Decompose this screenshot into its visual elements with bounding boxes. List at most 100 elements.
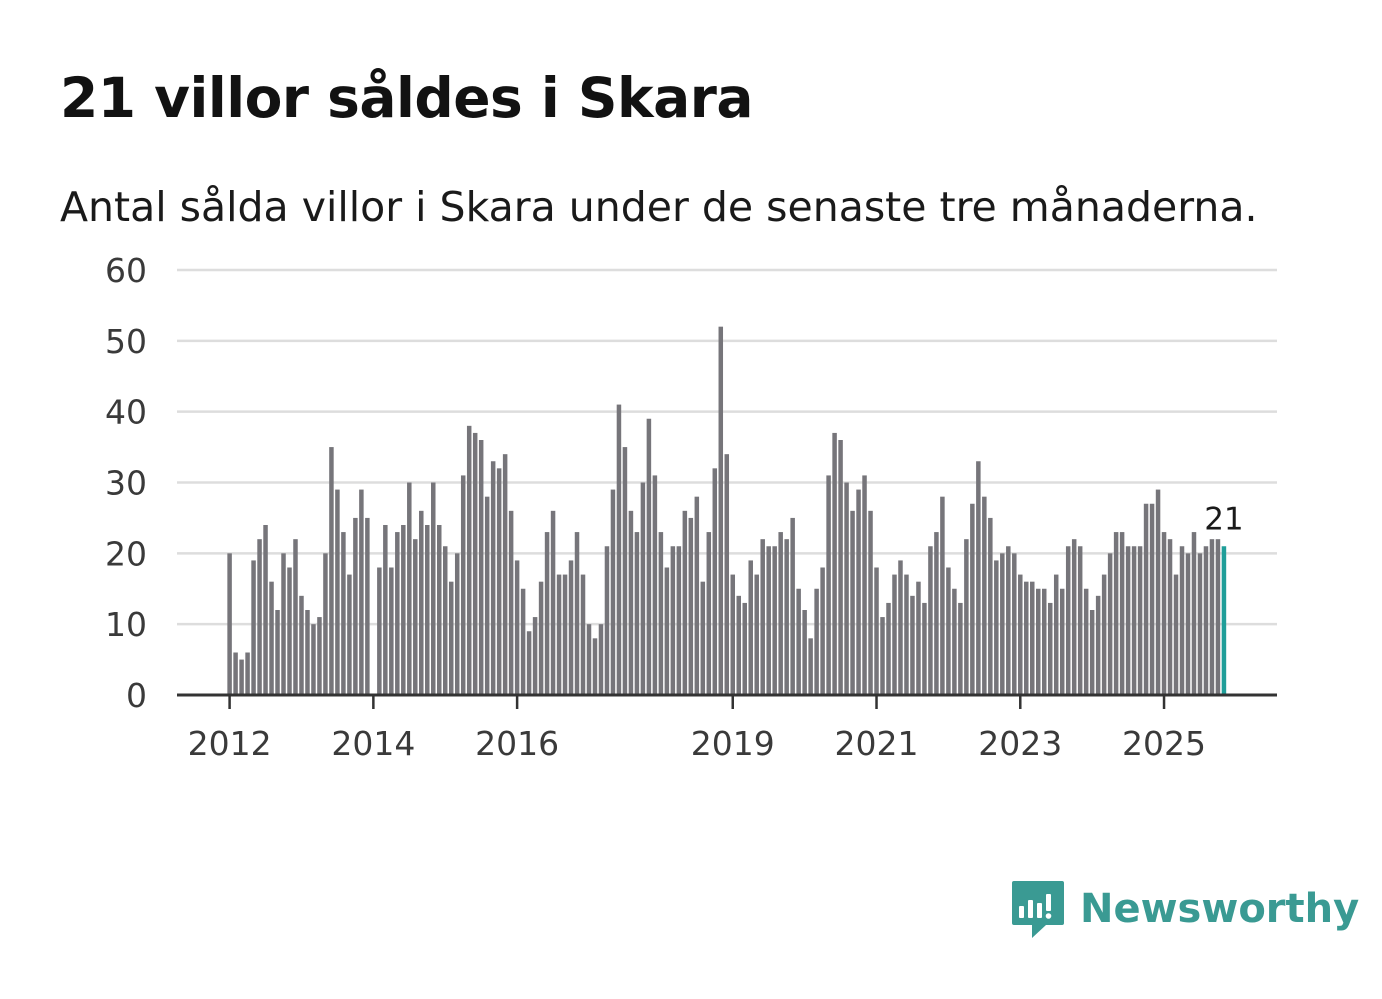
bar <box>419 510 424 695</box>
bar <box>958 602 963 695</box>
bar <box>1083 588 1089 695</box>
bar <box>1143 503 1149 695</box>
bar <box>484 496 490 695</box>
bar <box>490 461 496 695</box>
bar <box>604 546 610 695</box>
bar <box>910 595 915 695</box>
bar <box>838 440 843 695</box>
bar <box>1041 588 1047 695</box>
bar <box>1125 546 1131 695</box>
bar <box>1036 588 1041 695</box>
bar-chart: 0 10 20 30 40 50 60 2012 2014 2016 2019 2021 2023 202… <box>105 251 1277 763</box>
bar <box>233 652 238 695</box>
bar <box>712 468 718 695</box>
bar <box>784 539 789 695</box>
y-tick-label: 20 <box>105 534 147 573</box>
bar <box>988 517 993 695</box>
bar <box>496 468 502 695</box>
bar <box>814 588 819 695</box>
bar <box>790 517 795 695</box>
bar <box>718 326 724 695</box>
bar <box>820 567 825 695</box>
brand-name: Newsworthy <box>1080 886 1360 932</box>
bar <box>976 461 981 695</box>
bar-series <box>227 326 1227 695</box>
bar <box>1101 574 1107 695</box>
bar <box>311 624 316 695</box>
bar <box>598 624 604 695</box>
bar <box>377 567 382 695</box>
axes <box>177 693 1277 709</box>
bar <box>832 432 837 695</box>
bar <box>664 567 670 695</box>
y-tick-label: 40 <box>105 393 147 432</box>
bar <box>868 510 873 695</box>
bar <box>514 560 520 695</box>
bar <box>928 546 933 695</box>
bar <box>1137 546 1143 695</box>
bar <box>994 560 999 695</box>
bar <box>898 560 903 695</box>
bar <box>652 475 658 695</box>
bar <box>826 475 831 695</box>
bar <box>263 525 268 695</box>
bar <box>706 532 712 695</box>
bar <box>526 631 532 695</box>
bar <box>478 440 484 695</box>
bar <box>437 525 442 695</box>
latest-value-label: 21 <box>1204 501 1243 537</box>
bar <box>431 482 436 695</box>
x-tick-label: 2014 <box>331 724 415 763</box>
brand-logo: Newsworthy <box>1010 878 1359 940</box>
bar <box>748 560 753 695</box>
bar <box>1149 503 1155 695</box>
bar <box>1191 532 1197 695</box>
bar <box>1107 553 1113 695</box>
bar <box>383 525 388 695</box>
bar <box>466 425 472 695</box>
bar <box>700 581 706 695</box>
bar <box>335 489 340 695</box>
bar <box>892 574 897 695</box>
y-tick-label: 10 <box>105 605 147 644</box>
bar <box>556 574 562 695</box>
bar <box>580 574 586 695</box>
bar <box>916 581 921 695</box>
bar <box>1077 546 1083 695</box>
bar <box>299 595 304 695</box>
bar <box>365 517 370 695</box>
y-tick-label: 50 <box>105 322 147 361</box>
bar <box>1018 574 1023 695</box>
bar <box>1065 546 1071 695</box>
bar <box>407 482 412 695</box>
bar <box>341 532 346 695</box>
bar <box>502 454 508 695</box>
bar <box>844 482 849 695</box>
bar <box>742 602 747 695</box>
bar <box>1167 539 1173 695</box>
bar <box>952 588 957 695</box>
chart-title: 21 villor såldes i Skara <box>60 66 753 130</box>
bar <box>856 489 861 695</box>
bar <box>532 617 538 695</box>
bar <box>317 617 322 695</box>
bar <box>946 567 951 695</box>
bar <box>287 567 292 695</box>
bar <box>610 489 616 695</box>
bar <box>688 517 694 695</box>
x-tick-label: 2016 <box>475 724 559 763</box>
bar <box>293 539 298 695</box>
bar <box>269 581 274 695</box>
bar <box>1203 546 1209 695</box>
y-tick-label: 0 <box>126 676 147 715</box>
bar <box>1161 532 1167 695</box>
bar <box>275 610 280 695</box>
bar <box>874 567 879 695</box>
bar <box>245 652 250 695</box>
bar <box>796 588 801 695</box>
bar <box>676 546 682 695</box>
newsworthy-logo-icon <box>1012 881 1064 938</box>
bar <box>1000 553 1005 695</box>
bar <box>1197 553 1203 695</box>
bar <box>1059 588 1065 695</box>
